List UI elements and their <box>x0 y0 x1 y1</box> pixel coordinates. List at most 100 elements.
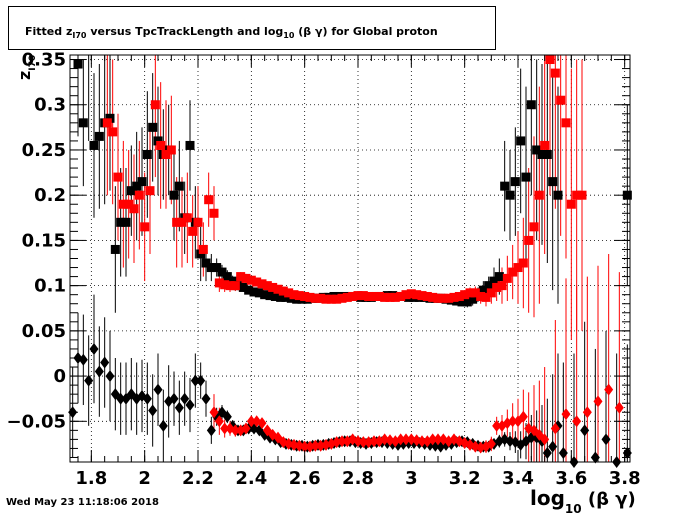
square-marker <box>246 275 256 285</box>
title-pre: Fitted z <box>25 25 73 38</box>
diamond-marker <box>614 401 624 414</box>
square-marker <box>124 199 134 209</box>
square-marker <box>222 272 232 282</box>
y-tick-label: 0.05 <box>22 321 66 342</box>
square-marker <box>470 288 480 298</box>
diamond-marker <box>105 370 115 383</box>
square-marker <box>529 222 539 232</box>
diamond-marker <box>412 434 422 447</box>
square-marker <box>401 290 411 300</box>
diamond-marker <box>289 438 299 451</box>
diamond-marker <box>142 392 152 405</box>
diamond-marker <box>572 415 582 428</box>
square-marker <box>572 190 582 200</box>
square-marker <box>225 281 235 291</box>
diamond-marker <box>220 422 230 435</box>
square-marker <box>502 273 512 283</box>
square-marker <box>353 291 363 301</box>
square-marker <box>524 235 534 245</box>
diamond-marker <box>310 439 320 452</box>
square-marker <box>121 217 131 227</box>
diamond-marker <box>433 433 443 446</box>
square-marker <box>556 95 566 105</box>
square-marker <box>212 263 222 273</box>
square-marker <box>540 140 550 150</box>
diamond-marker <box>601 433 611 446</box>
square-marker <box>182 213 192 223</box>
square-marker <box>132 181 142 191</box>
square-marker <box>476 291 486 301</box>
x-axis-label-sub: 10 <box>565 502 582 514</box>
diamond-marker <box>222 410 232 423</box>
square-marker <box>462 297 472 307</box>
x-axis-label-main: log <box>530 486 565 510</box>
square-marker <box>326 294 336 304</box>
square-marker <box>273 284 283 294</box>
square-marker <box>228 276 238 286</box>
square-marker <box>89 140 99 150</box>
square-marker <box>284 288 294 298</box>
square-marker <box>385 292 395 302</box>
square-marker <box>396 291 406 301</box>
square-marker <box>484 281 494 291</box>
square-marker <box>265 291 275 301</box>
chart-title-box: Fitted zI70 versus TpcTrackLength and lo… <box>8 6 496 50</box>
diamond-marker <box>94 365 104 378</box>
square-marker <box>249 287 259 297</box>
diamond-marker <box>505 435 515 448</box>
square-marker <box>478 285 488 295</box>
diamond-marker <box>153 383 163 396</box>
diamond-marker <box>300 440 310 453</box>
square-marker <box>150 100 160 110</box>
diamond-marker <box>284 437 294 450</box>
square-marker <box>457 297 467 307</box>
square-marker <box>142 149 152 159</box>
x-tick-label: 3 <box>405 468 418 489</box>
square-marker <box>196 249 206 259</box>
diamond-marker <box>100 356 110 369</box>
diamond-marker <box>542 446 552 459</box>
square-marker <box>254 288 264 298</box>
y-tick-label: 0.1 <box>34 276 66 297</box>
diamond-marker <box>580 424 590 437</box>
y-axis-label: zI70 <box>15 55 38 80</box>
square-marker <box>513 263 523 273</box>
diamond-marker <box>518 410 528 423</box>
square-marker <box>161 149 171 159</box>
x-tick-label: 3.6 <box>555 468 587 489</box>
diamond-marker <box>321 438 331 451</box>
square-marker <box>337 293 347 303</box>
x-tick-label: 3.8 <box>609 468 641 489</box>
diamond-marker <box>380 433 390 446</box>
diamond-marker <box>174 401 184 414</box>
square-marker <box>204 195 214 205</box>
diamond-marker <box>294 439 304 452</box>
square-marker <box>380 292 390 302</box>
square-marker <box>516 136 526 146</box>
square-marker <box>102 118 112 128</box>
square-marker <box>172 217 182 227</box>
diamond-marker <box>230 424 240 437</box>
square-marker <box>390 292 400 302</box>
x-axis-label: log10 (β γ) <box>530 486 636 514</box>
square-marker <box>542 149 552 159</box>
data-markers <box>68 55 632 468</box>
diamond-marker <box>209 406 219 419</box>
diamond-marker <box>470 440 480 453</box>
square-marker <box>489 276 499 286</box>
diamond-marker <box>78 353 88 366</box>
square-marker <box>270 291 280 301</box>
square-marker <box>553 190 563 200</box>
x-tick-label: 1.8 <box>75 468 107 489</box>
square-marker <box>481 292 491 302</box>
x-tick-label: 3.2 <box>449 468 481 489</box>
y-tick-label: 0.15 <box>22 230 66 251</box>
title-sub: I70 <box>72 31 87 41</box>
square-marker <box>521 172 531 182</box>
x-axis-label-rest: (β γ) <box>582 489 636 510</box>
square-marker <box>244 285 254 295</box>
square-marker <box>193 217 203 227</box>
square-marker <box>220 280 230 290</box>
x-tick-label: 2 <box>138 468 151 489</box>
